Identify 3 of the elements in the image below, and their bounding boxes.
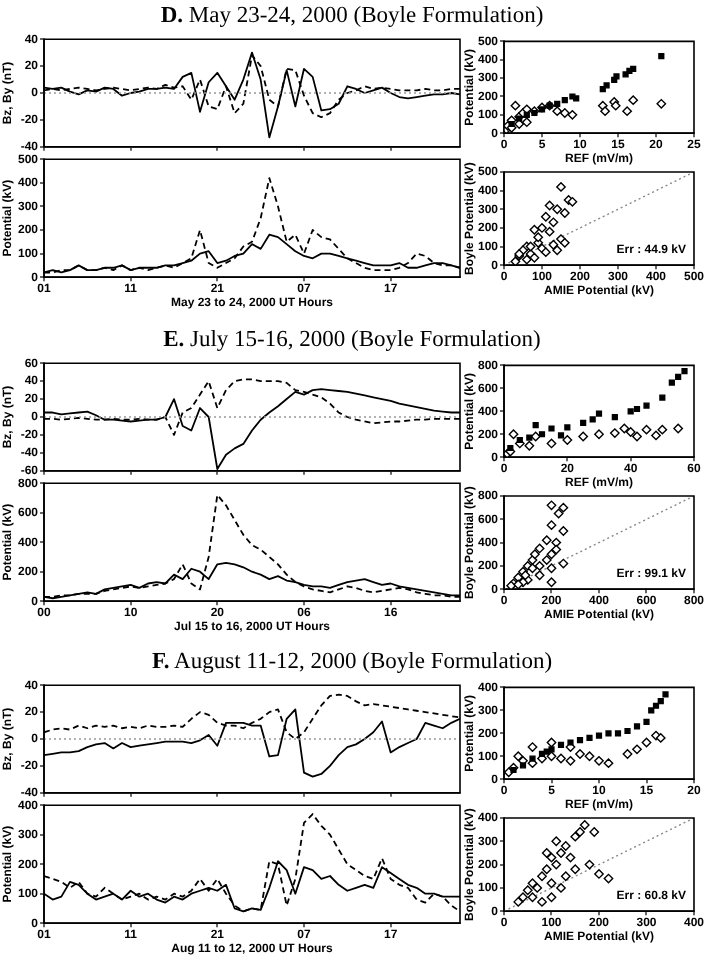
chart-title: E. July 15-16, 2000 (Boyle Formulation) bbox=[161, 328, 543, 352]
chart-title: D. May 23-24, 2000 (Boyle Formulation) bbox=[158, 4, 546, 28]
chart-title: F. August 11-12, 2000 (Boyle Formulation) bbox=[149, 650, 555, 674]
